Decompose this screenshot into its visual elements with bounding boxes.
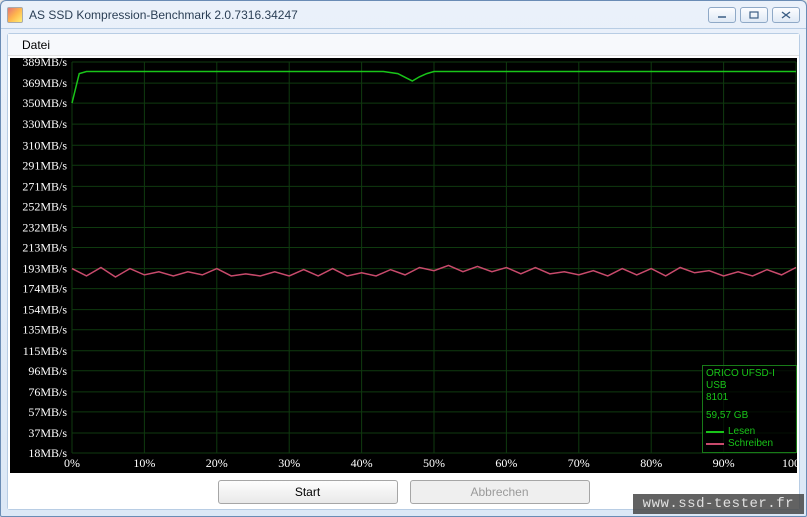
minimize-icon [717, 11, 727, 19]
maximize-icon [749, 11, 759, 19]
svg-text:291MB/s: 291MB/s [22, 158, 67, 172]
svg-text:30%: 30% [278, 456, 300, 470]
svg-text:213MB/s: 213MB/s [22, 240, 67, 254]
menu-file[interactable]: Datei [16, 36, 56, 54]
svg-text:80%: 80% [640, 456, 662, 470]
app-icon [7, 7, 23, 23]
svg-text:40%: 40% [351, 456, 373, 470]
legend-swatch-write [706, 443, 724, 445]
minimize-button[interactable] [708, 7, 736, 23]
svg-text:369MB/s: 369MB/s [22, 76, 67, 90]
legend-label-write: Schreiben [728, 438, 773, 450]
legend-read: Lesen [706, 426, 793, 438]
svg-text:330MB/s: 330MB/s [22, 117, 67, 131]
titlebar[interactable]: AS SSD Kompression-Benchmark 2.0.7316.34… [1, 1, 806, 29]
svg-text:90%: 90% [713, 456, 735, 470]
device-name-line1: ORICO UFSD-I USB [706, 368, 793, 392]
svg-text:310MB/s: 310MB/s [22, 138, 67, 152]
svg-text:115MB/s: 115MB/s [23, 344, 68, 358]
compression-chart: 389MB/s 369MB/s 350MB/s 330MB/s 310MB/s 291MB… [10, 58, 797, 473]
legend-swatch-read [706, 431, 724, 433]
window-controls [708, 7, 800, 23]
svg-text:76MB/s: 76MB/s [28, 385, 67, 399]
legend-label-read: Lesen [728, 426, 755, 438]
device-info-box: ORICO UFSD-I USB 8101 59,57 GB Lesen Sch… [702, 365, 797, 453]
watermark: www.ssd-tester.fr [633, 494, 804, 514]
svg-text:37MB/s: 37MB/s [28, 426, 67, 440]
svg-text:350MB/s: 350MB/s [22, 96, 67, 110]
app-window: AS SSD Kompression-Benchmark 2.0.7316.34… [0, 0, 807, 517]
svg-text:389MB/s: 389MB/s [22, 58, 67, 69]
abort-button: Abbrechen [410, 480, 590, 504]
svg-text:18MB/s: 18MB/s [28, 446, 67, 460]
device-size: 59,57 GB [706, 410, 793, 422]
svg-text:174MB/s: 174MB/s [22, 282, 67, 296]
client-area: Datei 389MB/s 369MB/s 350MB/s 330MB/s 310MB/… [7, 33, 800, 510]
close-icon [781, 11, 791, 19]
device-name-line2: 8101 [706, 392, 793, 404]
svg-text:252MB/s: 252MB/s [22, 199, 67, 213]
svg-text:70%: 70% [568, 456, 590, 470]
window-title: AS SSD Kompression-Benchmark 2.0.7316.34… [29, 8, 708, 22]
svg-text:50%: 50% [423, 456, 445, 470]
svg-text:193MB/s: 193MB/s [22, 262, 67, 276]
close-button[interactable] [772, 7, 800, 23]
chart-canvas: 389MB/s 369MB/s 350MB/s 330MB/s 310MB/s 291MB… [10, 58, 797, 473]
svg-text:60%: 60% [495, 456, 517, 470]
svg-text:271MB/s: 271MB/s [22, 179, 67, 193]
legend-write: Schreiben [706, 438, 793, 450]
maximize-button[interactable] [740, 7, 768, 23]
svg-text:135MB/s: 135MB/s [22, 323, 67, 337]
svg-text:10%: 10% [133, 456, 155, 470]
svg-text:57MB/s: 57MB/s [28, 405, 67, 419]
svg-text:20%: 20% [206, 456, 228, 470]
svg-text:96MB/s: 96MB/s [28, 364, 67, 378]
svg-text:232MB/s: 232MB/s [22, 220, 67, 234]
svg-text:154MB/s: 154MB/s [22, 303, 67, 317]
menubar: Datei [8, 34, 799, 56]
svg-text:100%: 100% [782, 456, 797, 470]
svg-text:0%: 0% [64, 456, 80, 470]
start-button[interactable]: Start [218, 480, 398, 504]
